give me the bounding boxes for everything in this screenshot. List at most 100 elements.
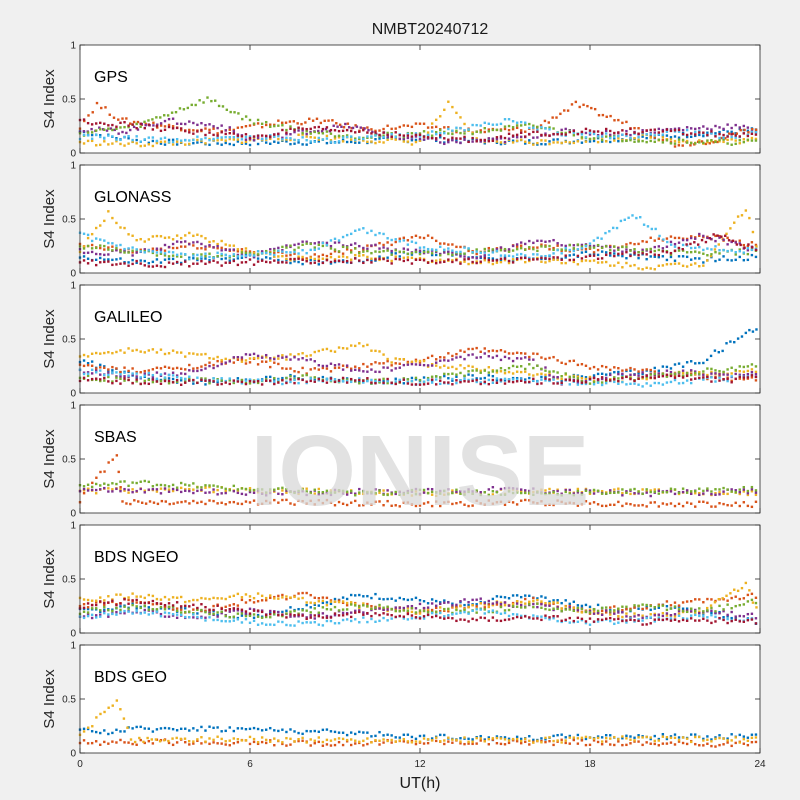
data-point (718, 234, 721, 238)
data-point (382, 380, 385, 383)
data-point (467, 128, 470, 131)
data-point (426, 378, 430, 381)
data-point (588, 140, 592, 143)
data-point (689, 490, 693, 493)
data-point (447, 138, 450, 141)
data-point (175, 255, 179, 258)
data-point (216, 364, 219, 368)
data-point (443, 137, 446, 140)
series-4 (78, 96, 758, 146)
data-point (264, 494, 268, 497)
data-point (434, 358, 438, 361)
data-point (471, 492, 474, 496)
data-point (139, 144, 142, 148)
data-point (103, 239, 106, 242)
data-point (414, 378, 418, 381)
data-point (147, 238, 151, 241)
data-point (742, 485, 746, 489)
data-point (82, 259, 86, 262)
data-point (244, 601, 248, 604)
data-point (568, 488, 571, 492)
data-point (544, 134, 547, 137)
data-point (677, 136, 681, 139)
data-point (744, 331, 748, 335)
data-point (653, 245, 656, 249)
data-point (685, 139, 689, 143)
data-point (269, 490, 272, 493)
data-point (584, 259, 588, 262)
data-point (604, 376, 608, 380)
data-point (596, 611, 600, 615)
data-point (358, 228, 361, 231)
data-point (556, 131, 559, 134)
data-point (362, 503, 365, 507)
data-point (406, 491, 410, 495)
data-point (297, 352, 300, 356)
data-point (163, 114, 166, 117)
data-point (694, 370, 697, 373)
data-point (414, 504, 418, 508)
data-point (179, 372, 183, 375)
data-point (159, 598, 163, 601)
data-point (515, 600, 519, 603)
data-point (588, 375, 592, 379)
data-point (568, 258, 571, 262)
data-point (443, 126, 446, 129)
data-point (645, 140, 648, 144)
data-point (414, 133, 418, 137)
data-point (406, 489, 410, 493)
data-point (750, 363, 754, 366)
data-point (90, 485, 94, 489)
data-point (345, 134, 349, 137)
data-point (673, 262, 677, 265)
data-point (362, 344, 365, 348)
data-point (358, 369, 361, 372)
data-point (418, 256, 422, 260)
data-point (471, 504, 474, 507)
data-markers (78, 581, 758, 627)
data-point (119, 373, 122, 376)
data-point (625, 502, 628, 505)
data-point (217, 104, 221, 108)
data-point (390, 132, 393, 136)
data-point (345, 347, 349, 350)
data-point (609, 368, 612, 372)
data-point (726, 258, 729, 262)
data-point (184, 234, 187, 237)
data-point (313, 360, 316, 363)
data-point (301, 596, 304, 600)
data-point (107, 258, 110, 261)
data-point (661, 372, 665, 376)
data-point (625, 608, 628, 611)
data-point (739, 128, 742, 132)
data-point (556, 371, 559, 374)
data-point (726, 503, 729, 507)
data-point (716, 140, 719, 144)
data-point (491, 259, 495, 262)
data-point (600, 140, 604, 143)
data-point (94, 122, 98, 125)
data-point (172, 502, 175, 505)
data-point (115, 137, 118, 140)
data-point (495, 259, 499, 262)
data-point (625, 491, 628, 495)
data-point (629, 136, 632, 140)
data-point (155, 251, 159, 254)
data-point (151, 603, 155, 606)
data-point (515, 380, 519, 383)
data-point (455, 490, 458, 494)
data-point (600, 381, 604, 384)
data-point (414, 607, 418, 610)
data-point (82, 118, 86, 121)
data-point (264, 141, 268, 144)
data-point (725, 232, 728, 236)
data-point (738, 365, 741, 368)
data-point (483, 347, 486, 350)
data-point (321, 138, 325, 141)
data-point (171, 143, 175, 146)
data-point (220, 252, 223, 256)
data-point (175, 143, 179, 146)
data-point (99, 224, 102, 227)
data-point (515, 491, 519, 494)
data-point (127, 598, 130, 602)
